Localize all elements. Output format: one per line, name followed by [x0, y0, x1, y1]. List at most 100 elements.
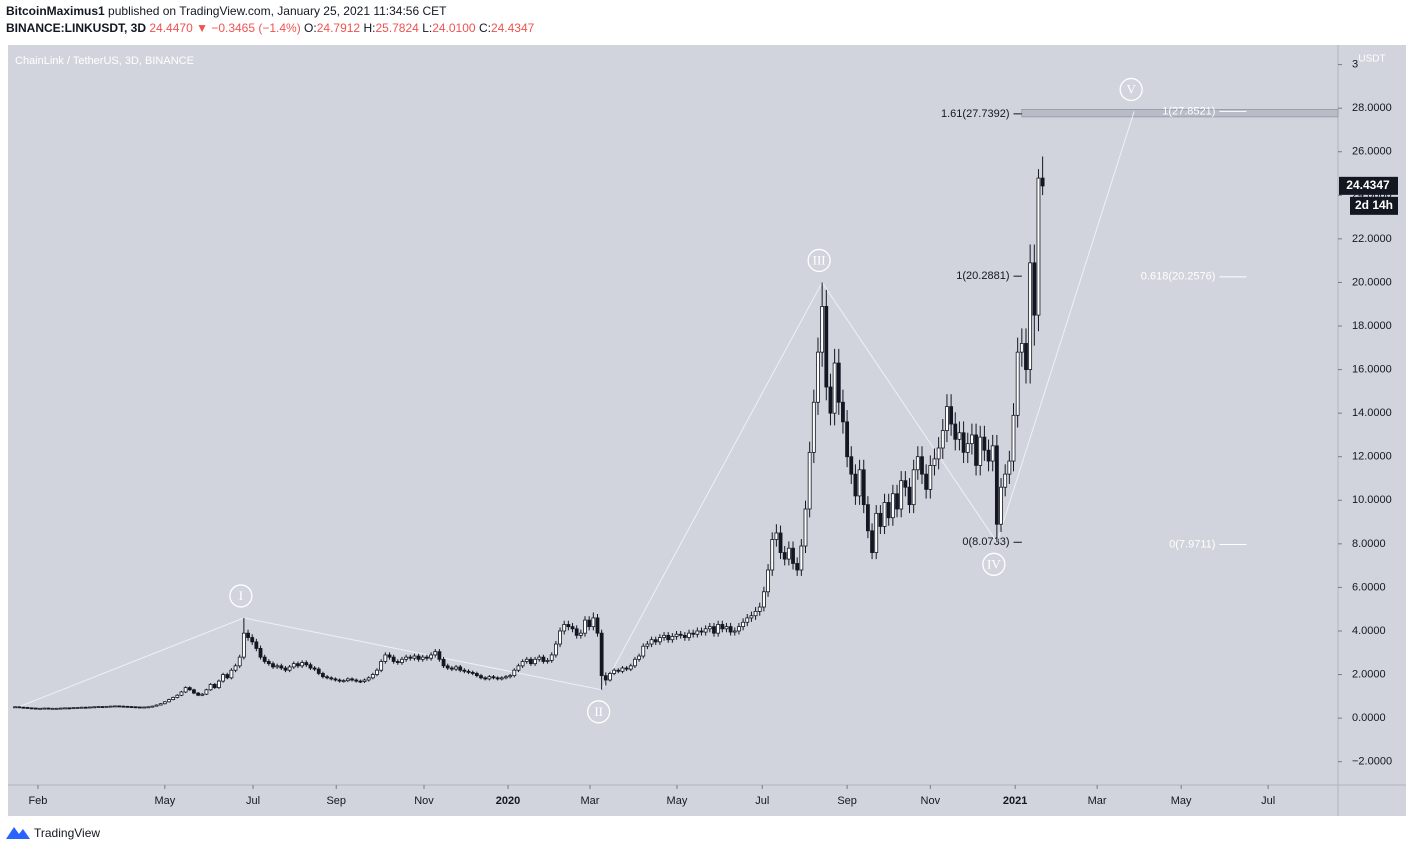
author: BitcoinMaximus1: [6, 4, 105, 18]
candle-body: [786, 547, 791, 560]
y-tick-label: 22.0000: [1352, 233, 1392, 245]
x-tick-label: Jul: [755, 795, 769, 807]
candle-body: [88, 706, 92, 709]
candle-body: [878, 512, 883, 527]
candle-body: [940, 430, 945, 449]
y-tick-label: 8.0000: [1352, 538, 1386, 550]
y-tick-label: 18.0000: [1352, 320, 1392, 332]
candle-body: [628, 665, 633, 670]
candle-body: [1028, 262, 1033, 370]
candle-body: [978, 436, 983, 466]
candle-body: [304, 662, 309, 666]
candle-body: [753, 610, 758, 617]
candle-body: [637, 655, 641, 660]
candle-body: [633, 658, 637, 667]
candle-body: [279, 665, 284, 669]
candle-body: [474, 673, 479, 677]
candle-body: [570, 626, 575, 630]
candle-body: [691, 632, 696, 635]
candle-body: [820, 306, 825, 353]
candle-body: [578, 632, 583, 636]
candle-body: [312, 667, 317, 670]
candle-body: [861, 469, 866, 506]
candle-body: [449, 667, 454, 670]
candle-body: [745, 617, 750, 623]
symbol: BINANCE:LINKUSDT, 3D: [6, 21, 146, 35]
candle-body: [375, 669, 379, 675]
candle-body: [674, 633, 679, 637]
candle-body: [774, 532, 779, 540]
candle-body: [437, 651, 442, 660]
candle-body: [379, 661, 384, 671]
candle-body: [366, 677, 371, 681]
candle-body: [183, 687, 188, 693]
published: published on TradingView.com, January 25…: [108, 4, 447, 18]
candle-body: [791, 547, 795, 564]
candle-body: [262, 656, 267, 662]
wave-label: I: [239, 588, 243, 603]
ohlc-label: L:: [422, 21, 432, 35]
candle-body: [266, 661, 271, 665]
candle-body: [524, 658, 529, 662]
candle-body: [416, 655, 421, 660]
candle-body: [96, 706, 101, 708]
y-tick-label: 3: [1352, 59, 1358, 71]
candle-body: [695, 630, 700, 635]
x-tick-label: Nov: [921, 795, 941, 807]
candle-body: [441, 658, 446, 667]
candle-body: [341, 680, 346, 683]
candle-body: [171, 697, 176, 701]
candle-body: [133, 706, 138, 709]
wave-marker: [807, 248, 831, 273]
candle-body: [828, 386, 833, 414]
candle-body: [1007, 460, 1012, 475]
candle-body: [974, 434, 978, 466]
x-tick-label: Sep: [326, 795, 346, 807]
y-tick-label: 2.0000: [1352, 668, 1386, 680]
x-tick-label: May: [1171, 795, 1192, 807]
fib-label: 0(8.0733): [962, 536, 1009, 548]
candle-body: [291, 663, 296, 668]
y-tick-label: 4.0000: [1352, 625, 1386, 637]
candle-body: [866, 504, 870, 532]
candle-body: [653, 639, 658, 643]
brand-logo: TradingView: [6, 826, 100, 840]
candle-body: [994, 445, 999, 525]
candle-body: [117, 705, 121, 708]
header-line2: BINANCE:LINKUSDT, 3D 24.4470 ▼ −0.3465 (…: [6, 21, 535, 35]
candle-body: [445, 665, 450, 669]
candle-body: [603, 675, 608, 681]
candle-body: [212, 683, 217, 689]
change: ▼ −0.3465 (−1.4%): [196, 21, 301, 35]
candle-body: [965, 443, 970, 453]
candle-body: [562, 624, 567, 632]
ohlc-value: 25.7824: [375, 21, 419, 35]
candle-body: [936, 447, 941, 460]
candle-body: [1011, 414, 1016, 462]
candle-body: [678, 633, 683, 636]
candle-body: [75, 707, 80, 709]
candle-body: [458, 666, 463, 671]
candle-body: [724, 626, 729, 630]
candle-body: [187, 687, 192, 691]
candle-body: [391, 656, 396, 662]
candle-body: [125, 705, 130, 708]
candle-body: [766, 569, 770, 593]
y-tick-label: 20.0000: [1352, 276, 1392, 288]
candle-body: [1032, 262, 1037, 316]
candle-body: [907, 486, 912, 506]
candle-body: [949, 406, 954, 425]
candle-body: [1015, 351, 1020, 416]
candle-body: [961, 432, 966, 453]
candle-body: [250, 637, 255, 643]
candle-body: [508, 675, 513, 678]
candle-body: [566, 624, 571, 628]
candle-body: [38, 707, 42, 710]
y-tick-label: 16.0000: [1352, 363, 1392, 375]
candle-body: [953, 423, 958, 440]
candle-body: [857, 469, 862, 497]
x-tick-label: 2021: [1003, 795, 1027, 807]
candle-body: [146, 706, 151, 709]
candle-body: [803, 508, 808, 547]
